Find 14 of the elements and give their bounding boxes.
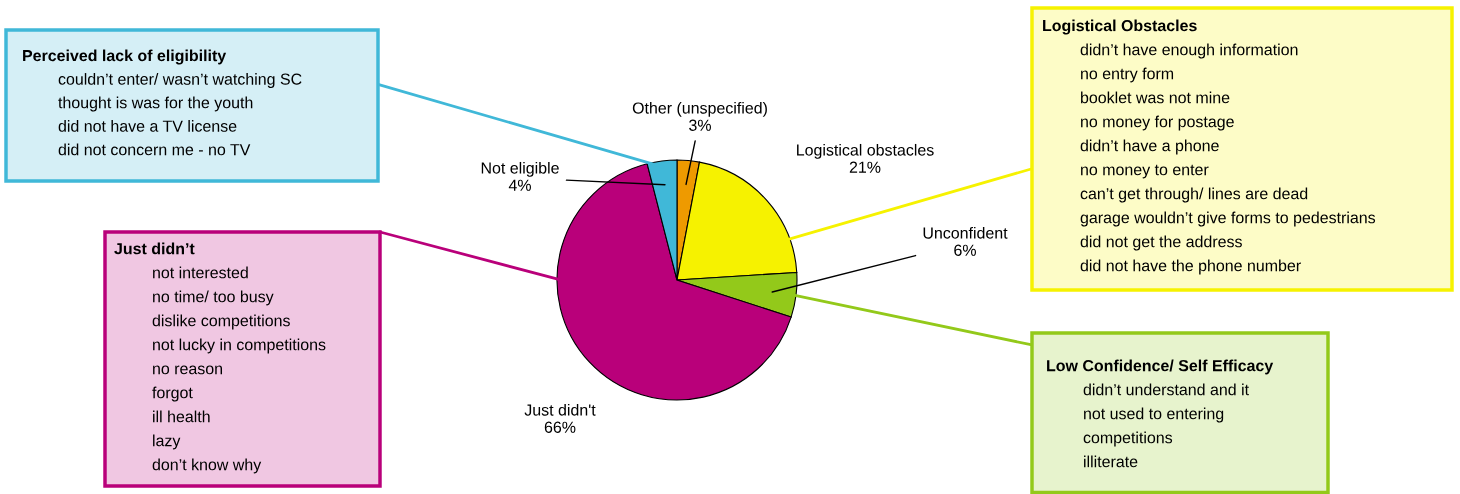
data-label: 66% — [544, 421, 576, 433]
slice-label: Unconfident — [923, 226, 1008, 239]
data-label: 4% — [508, 179, 531, 191]
slice-label: Logistical obstacles — [797, 143, 934, 159]
slice-label: Other (unspecified) — [632, 101, 767, 117]
data-label: 6% — [954, 244, 976, 256]
slice-label: Just didn't — [524, 403, 596, 416]
text: Perceived lack of eligibility couldn’t enter/ wasn’t watching SC thought is was for the youth did not have a TV license did not concern me - no TV — [23, 49, 302, 156]
data-label: 21% — [849, 161, 881, 173]
data-label: 3% — [689, 119, 711, 131]
text: Low Confidence/ Self Efficacy didn’t understand and it not used to entering competitions illiterate — [1047, 359, 1274, 468]
text: Just didn’t not interested no time/ too busy dislike competitions not lucky in competitions no reason forgot ill health lazy don’t know why — [114, 242, 326, 474]
slice-label: Not eligible — [481, 161, 559, 177]
text: Logistical Obstacles didn’t have enough information no entry form booklet was not mine no money for postage didn’t have a phone no money to enter can’t get through/ lines are dead garage wouldn’t give forms to pedestrians did not get the address did not have the phone number — [1043, 19, 1376, 275]
